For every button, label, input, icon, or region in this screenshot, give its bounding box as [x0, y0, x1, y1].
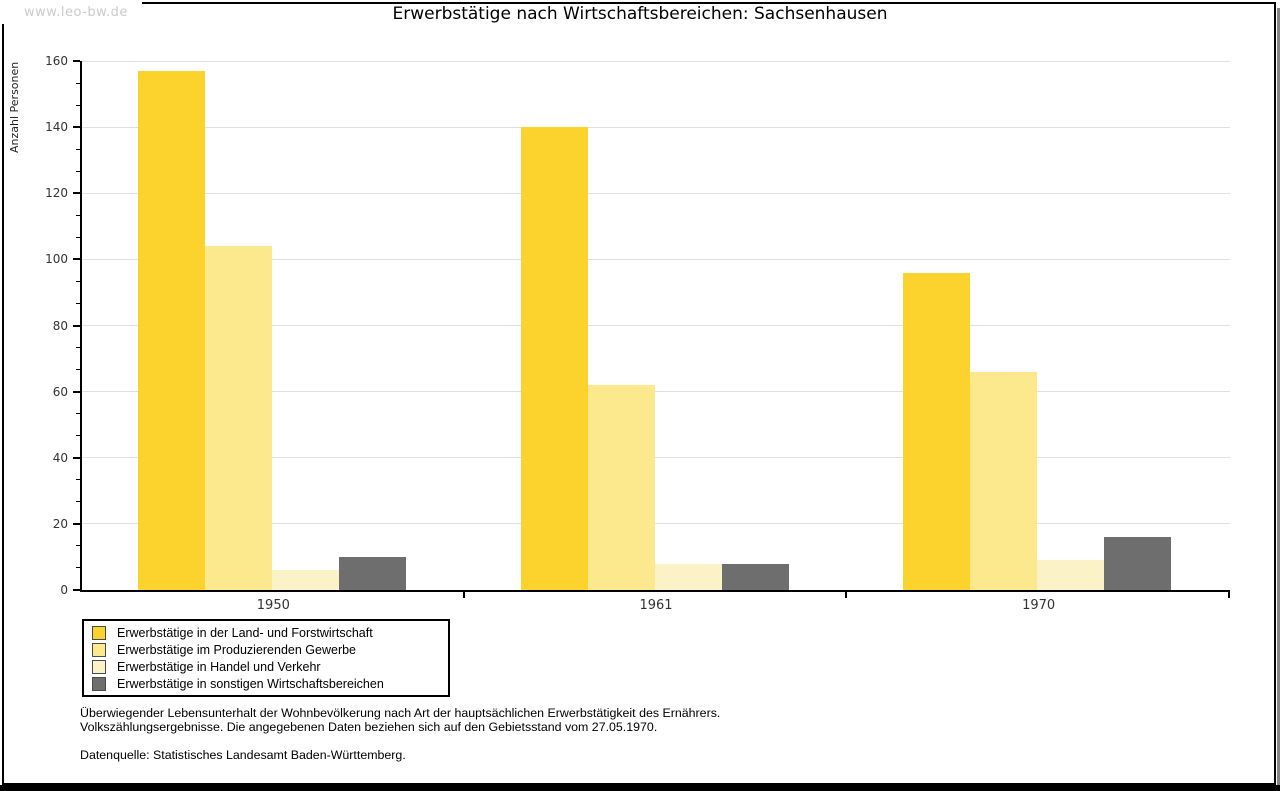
legend-item-4: Erwerbstätige in sonstigen Wirtschaftsbe… — [92, 676, 440, 691]
footnote-line-2: Volkszählungsergebnisse. Die angegebenen… — [80, 720, 658, 734]
x-label-1970: 1970 — [1022, 598, 1056, 613]
y-minor-tick — [76, 347, 80, 349]
x-label-1961: 1961 — [639, 598, 673, 613]
legend-label-3: Erwerbstätige in Handel und Verkehr — [117, 659, 321, 674]
x-label-1950: 1950 — [256, 598, 290, 613]
bar-1970-series-1 — [903, 272, 971, 590]
legend-label-4: Erwerbstätige in sonstigen Wirtschaftsbe… — [117, 676, 384, 691]
y-minor-tick — [76, 82, 80, 84]
window-border-bottom — [0, 785, 1280, 791]
y-tick-60 — [73, 390, 80, 393]
y-tick-label-100: 100 — [45, 252, 68, 267]
bar-1961-series-4 — [721, 563, 789, 590]
gridline-y-40 — [82, 457, 1230, 459]
x-tick-2 — [845, 590, 848, 598]
y-tick-0 — [73, 589, 80, 591]
y-minor-tick — [76, 302, 80, 304]
y-minor-tick — [76, 148, 80, 150]
y-tick-160 — [73, 60, 80, 62]
x-tick-1 — [462, 590, 465, 598]
gridline-y-100 — [82, 258, 1230, 260]
legend-item-1: Erwerbstätige in der Land- und Forstwirt… — [92, 625, 440, 640]
y-minor-tick — [76, 170, 80, 172]
y-minor-tick — [76, 567, 80, 569]
legend-item-3: Erwerbstätige in Handel und Verkehr — [92, 659, 440, 674]
bar-1970-series-2 — [970, 371, 1038, 590]
bar-1950-series-1 — [138, 70, 205, 590]
y-tick-20 — [73, 522, 80, 525]
y-minor-tick — [76, 501, 80, 503]
gridline-y-20 — [82, 523, 1230, 525]
bar-1961-series-3 — [654, 563, 722, 590]
legend-swatch-2 — [92, 642, 106, 657]
y-minor-tick — [76, 435, 80, 437]
y-tick-label-80: 80 — [52, 318, 68, 333]
bar-1950-series-2 — [205, 246, 272, 590]
y-minor-tick — [76, 545, 80, 547]
x-tick-3 — [1228, 590, 1230, 598]
y-minor-tick — [76, 413, 80, 415]
y-minor-tick — [76, 280, 80, 282]
legend-item-2: Erwerbstätige im Produzierenden Gewerbe — [92, 642, 440, 657]
y-minor-tick — [76, 236, 80, 238]
y-tick-120 — [73, 192, 80, 195]
gridline-y-160 — [82, 60, 1230, 62]
bar-1970-series-4 — [1104, 537, 1172, 590]
chart-title: Erwerbstätige nach Wirtschaftsbereichen:… — [392, 4, 888, 24]
legend-swatch-1 — [92, 625, 106, 640]
y-minor-tick — [76, 104, 80, 106]
bar-1970-series-3 — [1037, 560, 1105, 590]
y-tick-label-140: 140 — [45, 120, 68, 135]
y-tick-label-120: 120 — [45, 186, 68, 201]
watermark: www.leo-bw.de — [0, 0, 142, 24]
legend-label-2: Erwerbstätige im Produzierenden Gewerbe — [117, 642, 357, 657]
footnote-block: Überwiegender Lebensunterhalt der Wohnbe… — [80, 706, 720, 734]
y-tick-label-20: 20 — [52, 516, 68, 531]
gridline-y-140 — [82, 126, 1230, 128]
y-tick-140 — [73, 126, 80, 129]
y-axis-title: Anzahl Personen — [8, 61, 21, 153]
legend-swatch-4 — [92, 676, 106, 691]
gridline-y-60 — [82, 391, 1230, 393]
y-minor-tick — [76, 479, 80, 481]
bar-1961-series-2 — [587, 385, 655, 590]
y-tick-label-0: 0 — [60, 583, 68, 597]
plot-area: 0 20 40 60 80 100 120 140 160 1950 1961 1970 — [45, 54, 1230, 613]
gridline-y-80 — [82, 325, 1230, 326]
y-minor-tick — [76, 369, 80, 371]
y-tick-80 — [73, 324, 80, 327]
gridline-y-120 — [82, 192, 1230, 194]
data-source-note: Datenquelle: Statistisches Landesamt Bad… — [80, 748, 406, 762]
y-tick-label-160: 160 — [45, 54, 68, 68]
window-shadow-right — [1277, 8, 1280, 791]
y-minor-tick — [76, 214, 80, 216]
legend-label-1: Erwerbstätige in der Land- und Forstwirt… — [117, 625, 373, 640]
y-tick-label-60: 60 — [52, 384, 68, 399]
footnote-line-1: Überwiegender Lebensunterhalt der Wohnbe… — [80, 706, 721, 720]
y-tick-label-40: 40 — [52, 450, 68, 465]
bar-1950-series-3 — [272, 570, 339, 590]
bar-1950-series-4 — [339, 556, 406, 590]
y-tick-100 — [73, 258, 80, 261]
bar-1961-series-1 — [520, 127, 588, 590]
y-tick-40 — [73, 456, 80, 459]
legend-swatch-3 — [92, 659, 106, 674]
legend-box: Erwerbstätige in der Land- und Forstwirt… — [82, 619, 450, 697]
